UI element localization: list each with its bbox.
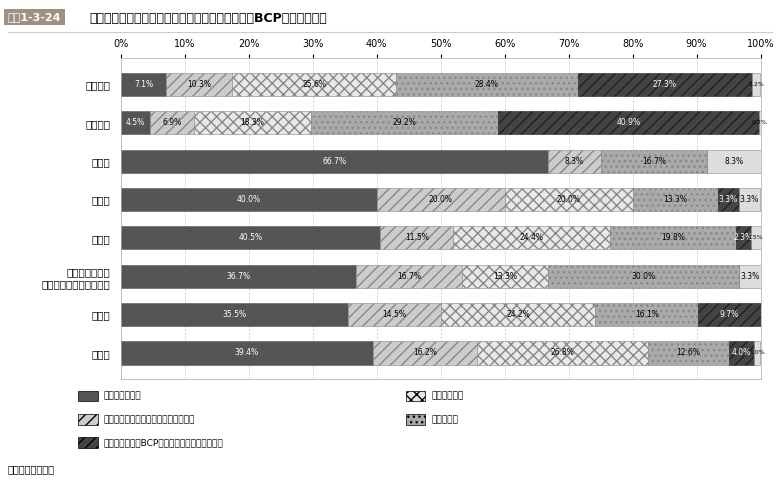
Bar	[601, 150, 707, 173]
Text: 2.3%: 2.3%	[734, 233, 753, 243]
Text: 特定分野における事業継続に関する実態調査　（BCPの策定状況）: 特定分野における事業継続に関する実態調査 （BCPの策定状況）	[90, 12, 328, 25]
Bar	[739, 188, 760, 211]
Text: 7.1%: 7.1%	[134, 80, 153, 89]
Bar	[718, 188, 739, 211]
Text: 26.8%: 26.8%	[550, 348, 574, 358]
Text: 1.5%: 1.5%	[748, 235, 764, 241]
Text: 29.2%: 29.2%	[392, 118, 417, 127]
Text: 予定はない: 予定はない	[431, 415, 458, 424]
Text: 40.0%: 40.0%	[237, 195, 261, 204]
Bar	[121, 342, 373, 364]
Bar	[477, 342, 648, 364]
Text: 8.3%: 8.3%	[565, 156, 583, 166]
Text: 40.5%: 40.5%	[239, 233, 263, 243]
Bar	[453, 226, 609, 249]
Text: 9.7%: 9.7%	[720, 310, 739, 319]
Text: 35.5%: 35.5%	[222, 310, 246, 319]
Text: 3.3%: 3.3%	[740, 272, 760, 281]
Text: 13.3%: 13.3%	[663, 195, 687, 204]
Bar	[441, 303, 595, 326]
Bar	[356, 265, 463, 288]
Bar	[729, 342, 754, 364]
Bar	[121, 265, 356, 288]
Text: 策定中である: 策定中である	[431, 392, 463, 400]
Text: 4.0%: 4.0%	[732, 348, 751, 358]
Text: 1.0%: 1.0%	[750, 350, 765, 355]
Text: 6.9%: 6.9%	[162, 118, 182, 127]
Text: 39.4%: 39.4%	[235, 348, 259, 358]
Text: 3.3%: 3.3%	[739, 195, 759, 204]
Text: 27.3%: 27.3%	[653, 80, 677, 89]
Text: 24.4%: 24.4%	[519, 233, 544, 243]
Text: 0.2%: 0.2%	[752, 120, 768, 125]
Text: 18.3%: 18.3%	[240, 118, 264, 127]
Bar	[548, 150, 601, 173]
Text: 1.2%: 1.2%	[748, 82, 764, 87]
Text: 20.0%: 20.0%	[557, 195, 580, 204]
Text: 11.5%: 11.5%	[405, 233, 429, 243]
Bar	[121, 150, 548, 173]
Bar	[698, 303, 760, 326]
Text: 20.0%: 20.0%	[429, 195, 452, 204]
Bar	[463, 265, 548, 288]
Bar	[752, 73, 760, 96]
Bar	[648, 342, 729, 364]
Bar	[633, 188, 718, 211]
Bar	[166, 73, 232, 96]
Text: 3.3%: 3.3%	[718, 195, 738, 204]
Bar	[595, 303, 698, 326]
Bar	[121, 188, 377, 211]
Bar	[707, 150, 760, 173]
Text: 25.6%: 25.6%	[302, 80, 326, 89]
Bar	[548, 265, 739, 288]
Bar	[736, 226, 751, 249]
Text: 24.2%: 24.2%	[506, 310, 530, 319]
Bar	[759, 111, 760, 134]
Bar	[377, 188, 505, 211]
Text: 4.5%: 4.5%	[126, 118, 145, 127]
Bar	[348, 303, 441, 326]
Text: 図表1-3-24: 図表1-3-24	[8, 12, 62, 22]
Bar	[751, 226, 760, 249]
Bar	[754, 342, 760, 364]
Text: 10.3%: 10.3%	[187, 80, 211, 89]
Text: 66.7%: 66.7%	[322, 156, 346, 166]
Text: 16.7%: 16.7%	[642, 156, 666, 166]
Bar	[505, 188, 633, 211]
Text: 16.2%: 16.2%	[413, 348, 437, 358]
Bar	[396, 73, 577, 96]
Text: 出典：内閣府資料: 出典：内閣府資料	[8, 464, 55, 474]
Bar	[121, 303, 348, 326]
Text: 16.7%: 16.7%	[397, 272, 421, 281]
Bar	[150, 111, 193, 134]
Text: 13.3%: 13.3%	[493, 272, 517, 281]
Text: 12.6%: 12.6%	[676, 348, 700, 358]
Text: 40.9%: 40.9%	[616, 118, 640, 127]
Bar	[498, 111, 759, 134]
Bar	[311, 111, 498, 134]
Text: 策定を予定している（検討中を含む）: 策定を予定している（検討中を含む）	[104, 415, 195, 424]
Bar	[739, 265, 760, 288]
Bar	[193, 111, 311, 134]
Bar	[380, 226, 453, 249]
Text: 策定済みである: 策定済みである	[104, 392, 141, 400]
Bar	[121, 111, 150, 134]
Bar	[609, 226, 736, 249]
Text: 36.7%: 36.7%	[226, 272, 250, 281]
Text: 14.5%: 14.5%	[382, 310, 406, 319]
Text: 28.4%: 28.4%	[475, 80, 498, 89]
Text: 30.0%: 30.0%	[631, 272, 655, 281]
Text: 事業継続計画（BCP）とは何かを知らなかった: 事業継続計画（BCP）とは何かを知らなかった	[104, 438, 224, 447]
Bar	[121, 73, 166, 96]
Text: 19.8%: 19.8%	[661, 233, 685, 243]
Text: 8.3%: 8.3%	[725, 156, 743, 166]
Bar	[577, 73, 752, 96]
Text: 16.1%: 16.1%	[635, 310, 659, 319]
Bar	[121, 226, 380, 249]
Bar	[373, 342, 477, 364]
Bar	[232, 73, 396, 96]
